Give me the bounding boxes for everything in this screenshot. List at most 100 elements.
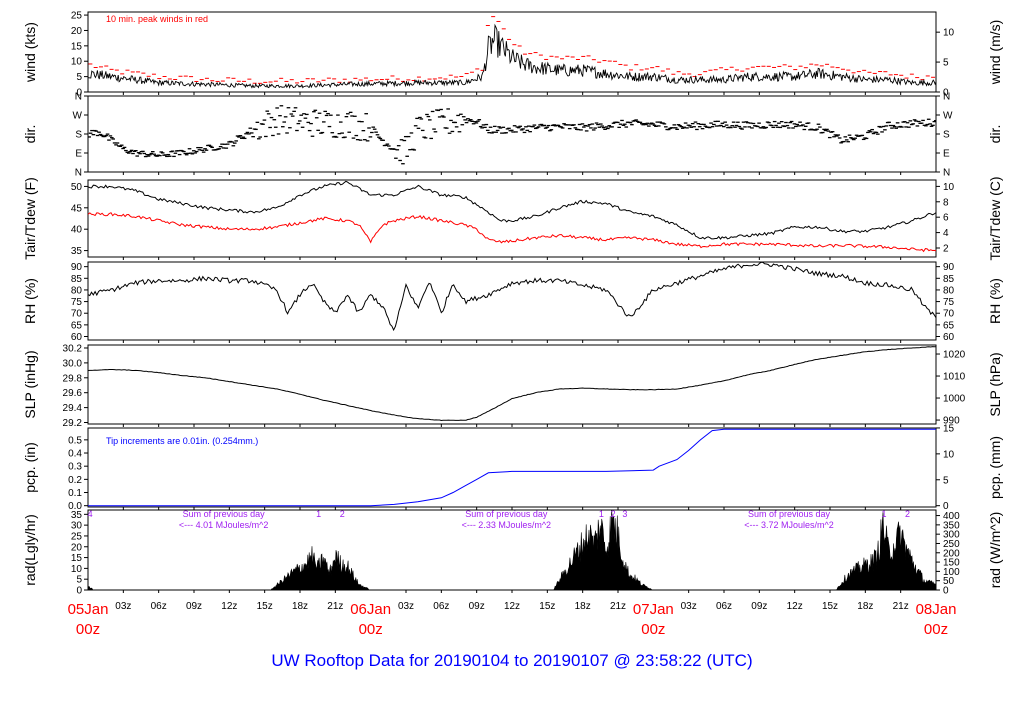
y-axis-label-right: pcp. (mm) — [987, 436, 1003, 499]
right-tick-label: 65 — [943, 320, 955, 331]
sum-label: Sum of previous day — [183, 509, 266, 519]
time-tick-label: 18z — [292, 601, 308, 612]
right-tick-label: 400 — [943, 511, 960, 522]
time-tick-label: 06z — [716, 601, 732, 612]
time-tick-label: 09z — [751, 601, 767, 612]
day-tick-hour: 00z — [359, 621, 383, 638]
left-tick-label: 65 — [71, 320, 83, 331]
wind-series-line — [88, 23, 936, 89]
panel-slp: 29.2 29.4 29.6 29.8 30.0 30.2 990 1000 1010 1020 S… — [22, 343, 1003, 429]
left-tick-label: 29.8 — [63, 373, 83, 384]
time-tick-label: 18z — [575, 601, 591, 612]
left-tick-label: 0 — [76, 586, 82, 597]
left-tick-label: W — [73, 111, 83, 122]
left-tick-label: 29.2 — [63, 418, 83, 429]
right-tick-label: 1020 — [943, 350, 966, 361]
left-tick-label: 50 — [71, 182, 83, 193]
time-tick-label: 12z — [787, 601, 803, 612]
panel-pcp: 0.0 0.1 0.2 0.3 0.4 0.5 0 5 10 15 pcp. (in) pcp. (m… — [22, 423, 1003, 512]
period-marker: 2 — [905, 509, 910, 519]
day-tick-label: 06Jan — [350, 601, 391, 618]
time-tick-label: 06z — [433, 601, 449, 612]
left-tick-label: 15 — [71, 553, 83, 564]
right-tick-label: 10 — [943, 182, 955, 193]
left-tick-label: 0.5 — [68, 435, 82, 446]
plot-area — [88, 346, 936, 422]
time-tick-label: 21z — [893, 601, 909, 612]
precip-series-line — [88, 428, 936, 507]
left-tick-label: 0.4 — [68, 449, 82, 460]
y-axis-label-right: SLP (hPa) — [987, 352, 1003, 416]
left-tick-label: 10 — [71, 564, 83, 575]
left-tick-label: 30.0 — [63, 358, 83, 369]
left-tick-label: 15 — [71, 41, 83, 52]
day-tick-label: 05Jan — [68, 601, 109, 618]
page-title: UW Rooftop Data for 20190104 to 20190107… — [271, 651, 752, 670]
sum-label: <--- 4.01 MJoules/m^2 — [179, 520, 269, 530]
time-tick-label: 21z — [610, 601, 626, 612]
left-tick-label: 0.1 — [68, 488, 82, 499]
right-tick-label: 15 — [943, 423, 955, 434]
right-tick-label: 85 — [943, 274, 955, 285]
right-tick-label: N — [943, 168, 950, 179]
right-tick-label: 1000 — [943, 394, 966, 405]
day-tick-hour: 00z — [76, 621, 100, 638]
day-tick-hour: 00z — [641, 621, 665, 638]
panel-wind: 0 5 10 15 20 25 0 5 10 wind (kts) wind (m/s) 10 min… — [22, 11, 1003, 99]
sum-label: Sum of previous day — [748, 509, 831, 519]
right-tick-label: 5 — [943, 475, 949, 486]
right-tick-label: 350 — [943, 520, 960, 531]
right-tick-label: 0 — [943, 586, 949, 597]
right-tick-label: 200 — [943, 548, 960, 559]
right-tick-label: 75 — [943, 297, 955, 308]
right-tick-label: N — [943, 92, 950, 103]
right-tick-label: 10 — [943, 449, 955, 460]
panel-frame — [87, 261, 937, 341]
right-tick-label: 4 — [943, 228, 949, 239]
y-axis-label-right: rad (W/m^2) — [987, 512, 1003, 589]
right-tick-label: 300 — [943, 530, 960, 541]
time-tick-label: 15z — [257, 601, 273, 612]
left-tick-label: 25 — [71, 531, 83, 542]
right-tick-label: 6 — [943, 213, 949, 224]
chart-annotation: 10 min. peak winds in red — [106, 14, 208, 24]
right-tick-label: 10 — [943, 28, 955, 39]
time-tick-label: 12z — [221, 601, 237, 612]
left-tick-label: 75 — [71, 297, 83, 308]
time-tick-label: 03z — [398, 601, 414, 612]
day-tick-label: 08Jan — [916, 601, 957, 618]
right-tick-label: 250 — [943, 539, 960, 550]
period-marker: 2 — [340, 509, 345, 519]
left-tick-label: 80 — [71, 285, 83, 296]
right-tick-label: 50 — [943, 576, 955, 587]
right-tick-label: 150 — [943, 558, 960, 569]
left-tick-label: 35 — [71, 246, 83, 257]
left-tick-label: 85 — [71, 274, 83, 285]
left-tick-label: 40 — [71, 225, 83, 236]
plot-area — [88, 262, 936, 332]
period-marker: 1 — [316, 509, 321, 519]
period-marker: 1 — [599, 509, 604, 519]
chart-annotation: Tip increments are 0.01in. (0.254mm.) — [106, 436, 258, 446]
right-tick-label: 990 — [943, 416, 960, 427]
right-tick-label: 0 — [943, 88, 949, 99]
day-tick-label: 07Jan — [633, 601, 674, 618]
left-tick-label: 30 — [71, 521, 83, 532]
temp-series-air — [88, 180, 936, 240]
left-tick-label: 0.2 — [68, 475, 82, 486]
left-tick-label: 29.4 — [63, 403, 83, 414]
time-tick-label: 12z — [504, 601, 520, 612]
left-tick-label: 60 — [71, 332, 83, 343]
plot-area — [88, 105, 936, 165]
left-tick-label: N — [75, 92, 82, 103]
left-tick-label: 35 — [71, 510, 83, 521]
time-tick-label: 06z — [151, 601, 167, 612]
right-tick-label: 90 — [943, 262, 955, 273]
right-tick-label: 70 — [943, 309, 955, 320]
period-marker: 3 — [622, 509, 627, 519]
right-tick-label: 100 — [943, 567, 960, 578]
day-tick-hour: 00z — [924, 621, 948, 638]
period-marker: 1 — [881, 509, 886, 519]
left-tick-label: 70 — [71, 309, 83, 320]
